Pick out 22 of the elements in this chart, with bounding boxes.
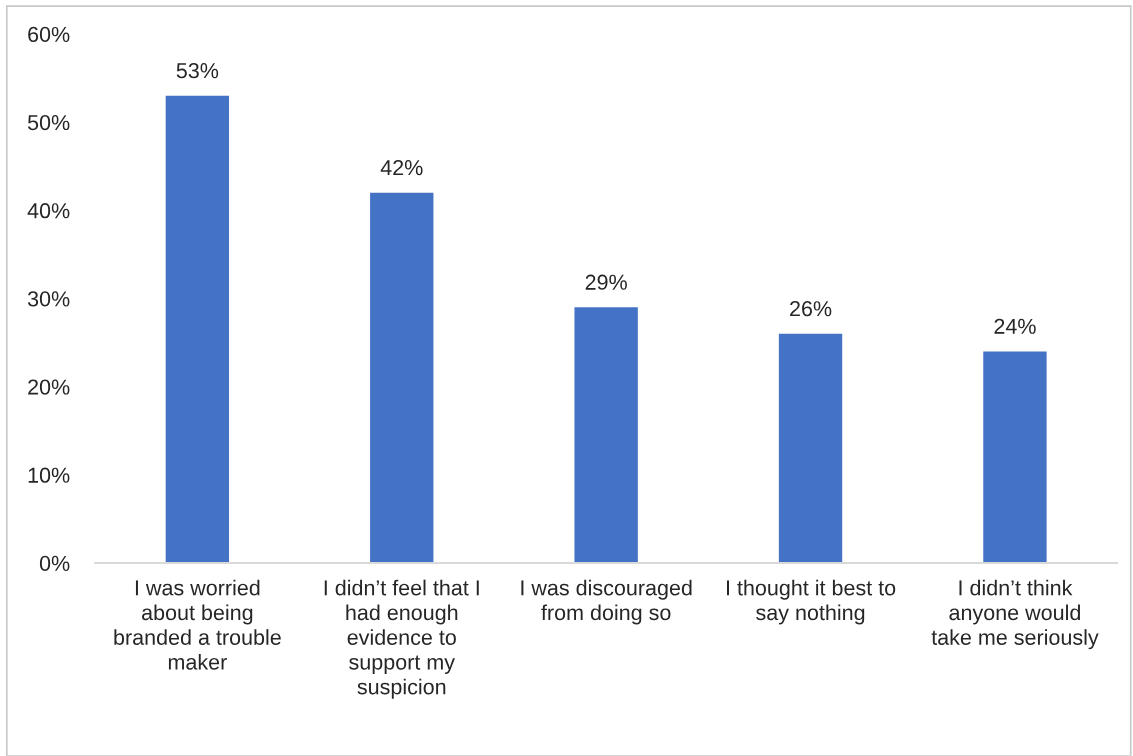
y-tick-label: 10%	[28, 467, 70, 483]
x-tick-label: I was worried about being branded a trouble maker	[114, 579, 281, 670]
y-tick-label: 20%	[28, 379, 70, 395]
bar	[778, 333, 843, 563]
data-label: 53%	[176, 63, 219, 79]
data-label: 29%	[585, 274, 627, 290]
y-tick-label: 50%	[27, 114, 70, 131]
bar	[165, 95, 230, 563]
x-tick-label: I didn’t think anyone would take me seriously	[931, 579, 1099, 650]
data-label: 42%	[380, 159, 423, 176]
x-tick-label: I thought it best to say nothing	[726, 579, 896, 625]
bar	[370, 192, 434, 563]
data-label: 26%	[790, 301, 832, 317]
bar	[983, 351, 1047, 563]
y-tick-label: 30%	[27, 291, 70, 307]
bar	[574, 307, 638, 563]
x-tick-label: I didn’t feel that I had enough evidence to support my suspicion	[324, 579, 479, 699]
y-tick-label: 40%	[27, 203, 70, 219]
data-label: 24%	[994, 318, 1036, 334]
y-tick-label: 60%	[28, 26, 70, 43]
y-tick-label: 0%	[39, 555, 70, 572]
x-tick-label: I was discouraged from doing so	[521, 579, 692, 625]
